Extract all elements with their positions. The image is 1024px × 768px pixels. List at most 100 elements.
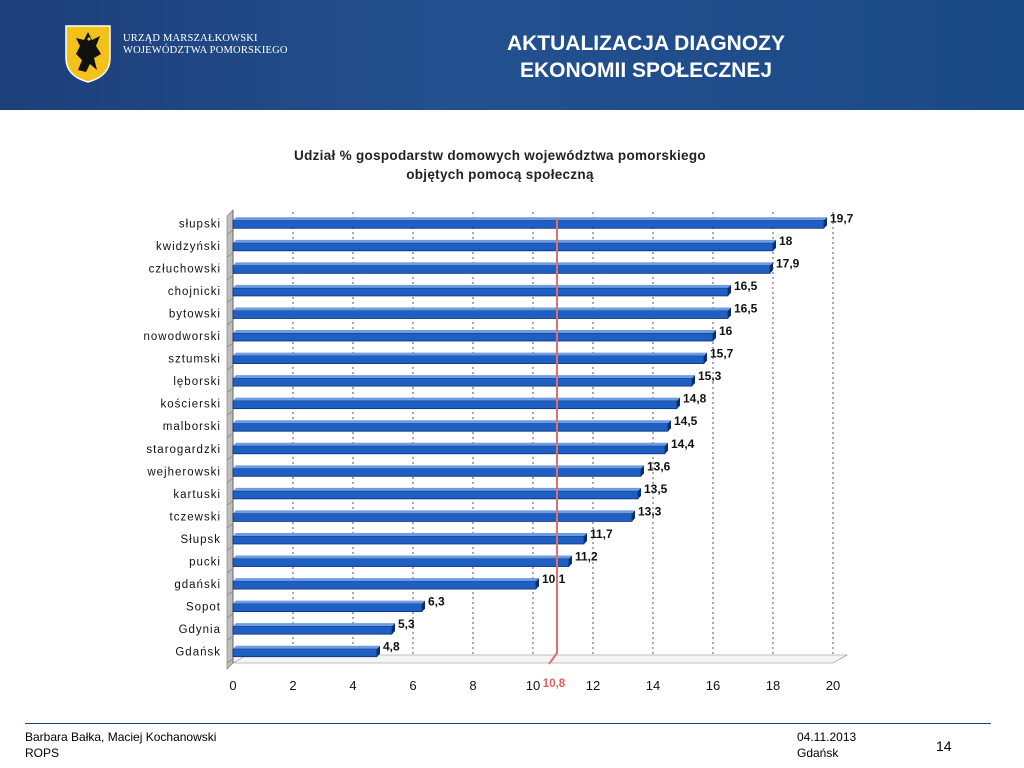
bar (232, 603, 423, 613)
chart-title-line-2: objętych pomocą społeczną (406, 167, 594, 182)
bar-side (536, 578, 539, 590)
y-tick (226, 320, 234, 325)
bar-side (704, 352, 707, 364)
bar-side (641, 465, 644, 477)
value-label: 14,4 (671, 437, 695, 451)
x-tick-label: 18 (766, 678, 780, 693)
value-label: 18 (779, 234, 793, 248)
bar-side (392, 623, 395, 635)
slide-title: AKTUALIZACJA DIAGNOZY EKONOMII SPOŁECZNE… (430, 30, 862, 84)
y-tick (226, 455, 234, 461)
y-tick (226, 343, 234, 348)
y-tick (226, 410, 234, 416)
bar (232, 400, 678, 410)
bar-side (728, 307, 731, 319)
bar (232, 490, 639, 500)
bar-top (233, 600, 425, 604)
x-tick-label: 8 (469, 678, 476, 693)
x-tick-label: 0 (229, 678, 236, 693)
category-label: bytowski (169, 308, 221, 320)
bar (232, 625, 393, 635)
y-tick (226, 252, 234, 258)
value-label: 11,7 (590, 527, 613, 541)
y-tick (226, 568, 234, 574)
footer-authors: Barbara Bałka, Maciej Kochanowski (25, 730, 217, 744)
bar-side (377, 645, 380, 657)
y-tick (226, 230, 234, 235)
y-tick (226, 546, 234, 551)
bar-side (569, 555, 572, 567)
bar-top (233, 532, 587, 536)
bar-side (713, 330, 716, 342)
bar-top (233, 239, 776, 243)
header-banner: URZĄD MARSZAŁKOWSKI WOJEWÓDZTWA POMORSKI… (0, 0, 1024, 110)
category-label: sztumski (168, 354, 221, 366)
x-tick-label: 12 (586, 678, 600, 693)
category-label: tczewski (170, 511, 221, 523)
bar (232, 219, 825, 229)
value-label: 6,3 (428, 595, 445, 609)
bar-side (824, 217, 827, 229)
organization-line-1: URZĄD MARSZAŁKOWSKI (123, 33, 258, 44)
value-label: 16,5 (734, 301, 758, 315)
category-label: pucki (189, 557, 221, 569)
bar-top (233, 645, 380, 649)
bar (232, 377, 693, 387)
category-label: Sopot (186, 602, 221, 614)
category-label: gdański (174, 579, 221, 591)
griffin-coat-of-arms-icon (65, 25, 111, 83)
slide-title-line-2: EKONOMII SPOŁECZNEJ (519, 59, 773, 82)
category-label: chojnicki (168, 286, 221, 298)
category-label: kościerski (161, 399, 221, 411)
bar-top (233, 465, 644, 469)
bar-top (233, 217, 827, 221)
page-number: 14 (936, 738, 952, 754)
bar-top (233, 330, 716, 334)
value-label: 4,8 (383, 640, 400, 654)
bar (232, 287, 729, 297)
organization-line-2: WOJEWÓDZTWA POMORSKIEGO (123, 45, 288, 56)
category-label: człuchowski (149, 263, 221, 275)
bar (232, 445, 666, 455)
value-label: 13,6 (647, 459, 671, 473)
category-label: wejherowski (146, 466, 221, 478)
y-tick (226, 591, 234, 596)
reference-line (548, 218, 558, 665)
bar-side (668, 420, 671, 432)
y-tick (226, 275, 234, 280)
bar-top (233, 397, 680, 401)
value-label: 13,5 (644, 482, 668, 496)
organization-name: URZĄD MARSZAŁKOWSKI WOJEWÓDZTWA POMORSKI… (123, 33, 288, 57)
value-label: 14,5 (674, 414, 698, 428)
value-label: 15,3 (698, 369, 722, 383)
y-tick (226, 297, 234, 303)
bar (232, 648, 378, 658)
category-label: kwidzyński (156, 241, 221, 253)
bar-side (632, 510, 635, 522)
value-label: 10,1 (542, 572, 566, 586)
value-label: 13,3 (638, 504, 662, 518)
y-tick (226, 613, 234, 619)
value-label: 19,7 (830, 211, 854, 225)
bar-side (422, 600, 425, 612)
category-label: Gdynia (179, 624, 221, 636)
footer-city: Gdańsk (797, 746, 839, 760)
y-tick (226, 636, 234, 641)
bar (232, 535, 585, 545)
x-tick-label: 16 (706, 678, 720, 693)
category-label: malborski (163, 421, 221, 433)
x-tick-label: 2 (289, 678, 296, 693)
bar-top (233, 623, 395, 627)
bar-side (665, 442, 668, 454)
value-label: 11,2 (575, 550, 598, 564)
value-label: 16,5 (734, 279, 758, 293)
y-tick (226, 478, 234, 483)
bar (232, 467, 642, 477)
category-label: lęborski (173, 376, 221, 388)
bar-side (773, 239, 776, 251)
bar-top (233, 487, 641, 491)
bar-side (584, 532, 587, 544)
value-label: 5,3 (398, 617, 415, 631)
bar (232, 332, 714, 342)
